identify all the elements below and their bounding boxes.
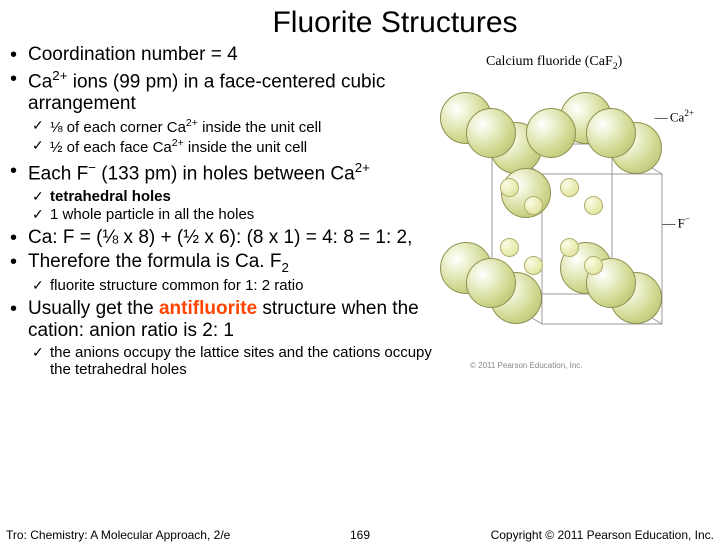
fluorite-diagram: Calcium fluoride (CaF2) — Ca2+ — F− © 20… bbox=[446, 52, 696, 372]
bullet-item: Therefore the formula is Ca. F2fluorite … bbox=[6, 251, 446, 294]
ca-ion bbox=[466, 108, 516, 158]
unit-cell bbox=[466, 88, 666, 328]
bullet-item: Ca: F = (⅛ x 8) + (½ x 6): (8 x 1) = 4: … bbox=[6, 227, 446, 249]
sub-bullet-item: fluorite structure common for 1: 2 ratio bbox=[28, 277, 446, 294]
f-ion bbox=[524, 256, 543, 275]
f-ion bbox=[560, 238, 579, 257]
bullet-item: Usually get the antifluorite structure w… bbox=[6, 298, 446, 378]
sub-bullet-list: the anions occupy the lattice sites and … bbox=[28, 344, 446, 379]
slide-title: Fluorite Structures bbox=[0, 6, 720, 40]
sub-bullet-item: the anions occupy the lattice sites and … bbox=[28, 344, 446, 379]
bullet-list: Coordination number = 4Ca2+ ions (99 pm)… bbox=[6, 44, 446, 378]
sub-bullet-list: ⅛ of each corner Ca2+ inside the unit ce… bbox=[28, 117, 446, 157]
bullet-item: Coordination number = 4 bbox=[6, 44, 446, 66]
f-ion bbox=[500, 178, 519, 197]
bullet-item: Ca2+ ions (99 pm) in a face-centered cub… bbox=[6, 68, 446, 157]
f-ion bbox=[500, 238, 519, 257]
f-ion bbox=[584, 196, 603, 215]
text-column: Coordination number = 4Ca2+ ions (99 pm)… bbox=[6, 44, 446, 382]
f-ion bbox=[584, 256, 603, 275]
diagram-title: Calcium fluoride (CaF2) bbox=[486, 54, 622, 72]
sub-bullet-item: ⅛ of each corner Ca2+ inside the unit ce… bbox=[28, 117, 446, 136]
label-ca-ion: — Ca2+ bbox=[655, 108, 694, 125]
ca-ion bbox=[526, 108, 576, 158]
f-ion bbox=[560, 178, 579, 197]
sub-bullet-list: tetrahedral holes1 whole particle in all… bbox=[28, 188, 446, 224]
sub-bullet-item: tetrahedral holes bbox=[28, 188, 446, 205]
diagram-column: Calcium fluoride (CaF2) — Ca2+ — F− © 20… bbox=[446, 44, 706, 382]
content-row: Coordination number = 4Ca2+ ions (99 pm)… bbox=[0, 44, 720, 382]
sub-bullet-item: ½ of each face Ca2+ inside the unit cell bbox=[28, 137, 446, 156]
ca-ion bbox=[466, 258, 516, 308]
diagram-credit: © 2011 Pearson Education, Inc. bbox=[470, 361, 582, 370]
ca-ion bbox=[586, 108, 636, 158]
f-ion bbox=[524, 196, 543, 215]
sub-bullet-item: 1 whole particle in all the holes bbox=[28, 206, 446, 223]
bullet-item: Each F− (133 pm) in holes between Ca2+te… bbox=[6, 160, 446, 223]
sub-bullet-list: fluorite structure common for 1: 2 ratio bbox=[28, 277, 446, 294]
label-f-ion: — F− bbox=[662, 214, 690, 231]
